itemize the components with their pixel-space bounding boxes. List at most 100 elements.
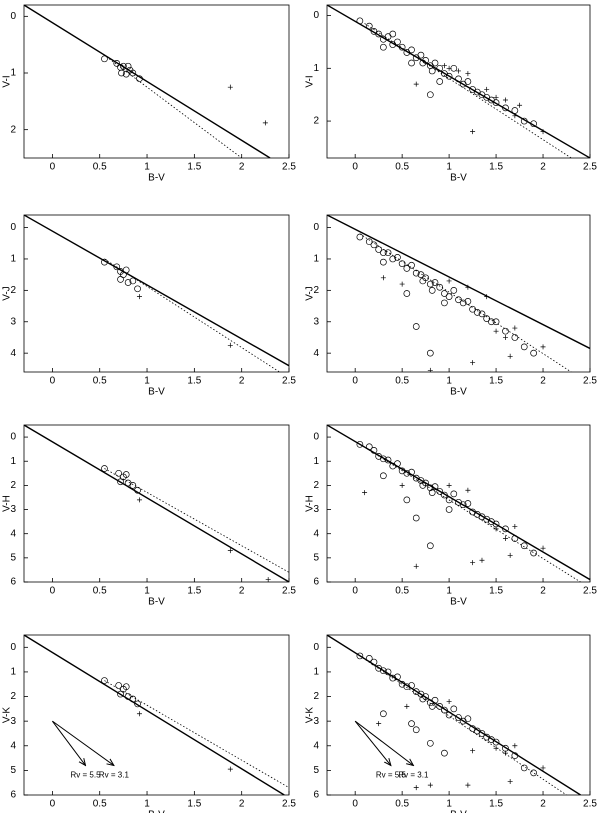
x-tick-label: 2	[540, 586, 546, 597]
y-tick-label: 0	[10, 432, 16, 443]
plus-point	[479, 557, 485, 563]
y-tick-label: 1	[313, 63, 319, 74]
plot-frame	[326, 424, 591, 583]
arrow-label: Rv = 3.1	[99, 771, 130, 780]
plus-point	[512, 523, 518, 529]
plus-point	[227, 548, 233, 554]
point	[384, 456, 392, 464]
point	[445, 506, 453, 513]
point	[445, 72, 453, 80]
x-tick-label: 0.5	[93, 586, 107, 597]
y-tick-label: 4	[10, 348, 16, 359]
plot-frame	[326, 214, 591, 373]
x-tick-label: 2	[540, 799, 546, 810]
x-tick-label: 0	[50, 799, 56, 810]
plot-area	[327, 5, 590, 158]
point	[398, 260, 406, 268]
plus-point	[493, 526, 499, 532]
solid-line	[24, 425, 289, 582]
plus-point	[502, 750, 508, 756]
point	[492, 318, 500, 326]
y-tick-label: 2	[10, 691, 16, 702]
y-tick-label: 3	[313, 316, 319, 327]
point	[428, 703, 436, 710]
y-tick-label: 6	[10, 790, 16, 801]
point	[101, 465, 108, 472]
point	[370, 241, 378, 249]
point	[380, 710, 387, 718]
y-tick-label: 1	[313, 667, 319, 678]
x-tick-label: 0.5	[395, 376, 409, 387]
dotted-line	[104, 680, 289, 788]
plus-point	[227, 84, 233, 90]
x-tick-label: 2.5	[282, 162, 296, 173]
y-tick-label: 0	[313, 432, 319, 443]
x-tick-label: 0.5	[395, 162, 409, 173]
y-tick-label: 3	[313, 504, 319, 515]
panel: 0 0.5 1 1.5 2 2.5 0 1 2 3 4 5 6 B-V V-K Rv = 5.5Rv = 3.…	[305, 634, 597, 813]
plus-point	[136, 497, 142, 503]
x-tick-label: 2.5	[282, 586, 296, 597]
y-axis-label: V-J	[2, 286, 13, 300]
point	[408, 261, 415, 269]
y-axis-label: V-K	[305, 707, 316, 723]
dotted-line	[364, 23, 572, 158]
x-tick-label: 0	[50, 586, 56, 597]
plus-point	[399, 482, 405, 488]
y-tick-label: 5	[10, 765, 16, 776]
point	[464, 715, 472, 723]
solid-line	[327, 635, 581, 795]
panel: 0 0.5 1 1.5 2 2.5 0 1 2 B-V V-I	[305, 4, 597, 184]
arrow-label: Rv = 5.5	[71, 771, 102, 780]
point	[488, 318, 495, 326]
point	[417, 271, 425, 279]
point	[389, 255, 397, 263]
point	[380, 43, 387, 51]
plus-point	[427, 782, 433, 788]
point	[436, 78, 444, 85]
point	[492, 738, 500, 746]
point	[403, 290, 411, 297]
y-tick-label: 4	[10, 528, 16, 539]
plus-point	[427, 367, 433, 372]
point	[117, 478, 124, 486]
x-tick-label: 1.5	[187, 162, 201, 173]
point	[520, 343, 528, 351]
x-tick-label: 1.5	[489, 799, 503, 810]
point	[113, 60, 121, 67]
point	[122, 471, 130, 478]
y-tick-label: 4	[10, 740, 16, 751]
point	[129, 69, 137, 77]
point	[455, 714, 462, 721]
x-tick-label: 1.5	[489, 376, 503, 387]
point	[129, 277, 137, 285]
point	[134, 700, 141, 708]
point	[389, 30, 397, 38]
point	[422, 693, 429, 700]
y-tick-label: 2	[10, 124, 16, 135]
y-tick-label: 1	[10, 68, 16, 79]
point	[417, 51, 425, 59]
point	[403, 496, 411, 504]
plus-point	[484, 86, 490, 92]
y-axis-label: V-J	[305, 286, 316, 300]
x-tick-label: 2	[239, 799, 245, 810]
point	[118, 69, 125, 77]
point	[380, 472, 387, 480]
panel: 0 0.5 1 1.5 2 2.5 0 1 2 3 4 5 6 B-V V-H	[305, 424, 597, 608]
plus-point	[362, 490, 368, 496]
point	[117, 690, 124, 698]
x-axis-label: B-V	[450, 810, 467, 813]
point	[101, 677, 108, 684]
plus-point	[507, 552, 513, 558]
x-tick-label: 0.5	[93, 162, 107, 173]
dotted-line	[359, 233, 572, 372]
plus-point	[404, 703, 410, 709]
plus-point	[540, 545, 546, 551]
point	[436, 703, 444, 710]
solid-line	[24, 5, 271, 158]
point	[408, 720, 415, 727]
point	[520, 542, 528, 550]
plus-point	[227, 342, 233, 348]
y-axis-label: V-H	[305, 495, 316, 512]
